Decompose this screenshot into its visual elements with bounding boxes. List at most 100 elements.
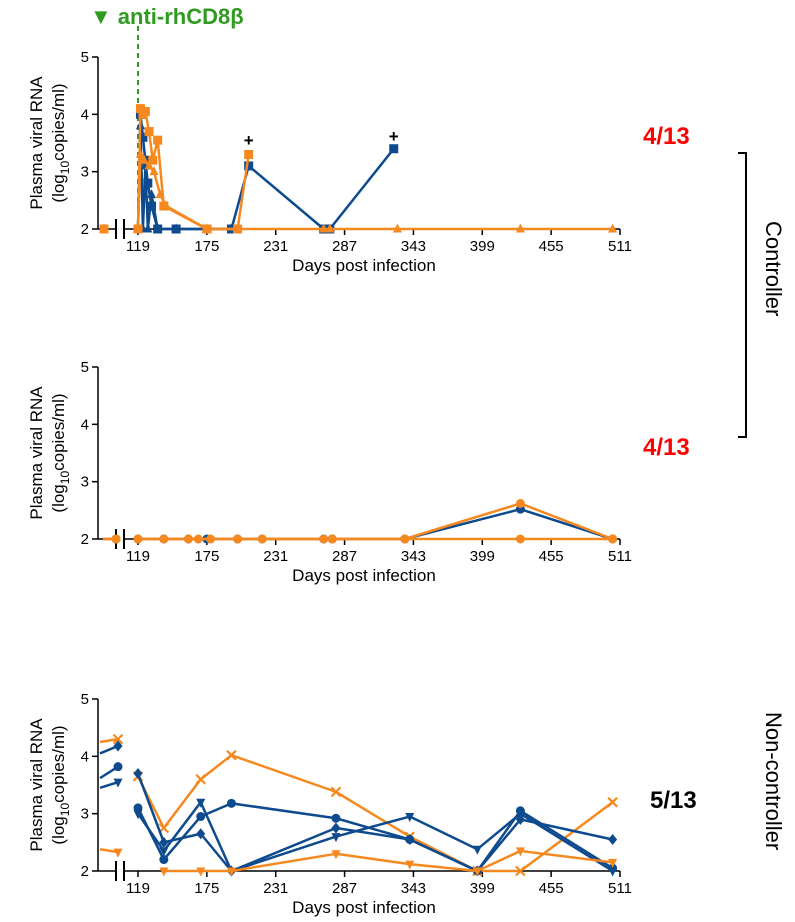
y-axis-label: Plasma viral RNA xyxy=(27,718,46,852)
y-tick-label: 2 xyxy=(81,221,89,238)
data-point xyxy=(226,749,237,761)
data-point xyxy=(99,223,109,233)
data-point xyxy=(226,867,236,877)
controller-ratio-1: 4/13 xyxy=(643,123,690,150)
data-point xyxy=(331,813,341,823)
data-point xyxy=(113,848,123,858)
data-point xyxy=(196,828,206,840)
data-point xyxy=(515,534,525,544)
data-point xyxy=(144,160,154,170)
y-axis-units: (log10copies/ml) xyxy=(49,83,72,202)
data-point xyxy=(196,867,206,877)
y-tick-label: 4 xyxy=(81,748,89,765)
controller-group-label: Controller xyxy=(761,221,786,317)
data-point xyxy=(608,833,618,845)
noncontroller-group-label: Non-controller xyxy=(761,712,786,851)
data-point xyxy=(608,534,618,544)
chart-panel-2: 2 3 4 5 119 175 231 287 343 399 455 511 Days post in… xyxy=(27,359,632,585)
chart-panel-3: 2 3 4 5 119 175 231 287 343 399 455 511 Days post in… xyxy=(27,691,632,917)
series-4 xyxy=(99,778,618,877)
series-3 xyxy=(99,762,618,876)
x-tick-label: 175 xyxy=(194,238,219,255)
data-point xyxy=(159,847,169,857)
data-point xyxy=(405,860,415,870)
x-tick-label: 287 xyxy=(332,238,357,255)
series-4 xyxy=(99,148,618,233)
y-axis-label: Plasma viral RNA xyxy=(27,386,46,520)
data-point xyxy=(155,189,165,199)
data-point xyxy=(515,223,525,233)
controller-ratio-2: 4/13 xyxy=(643,434,690,461)
x-axis-label: Days post infection xyxy=(292,566,436,585)
x-tick-label: 119 xyxy=(126,548,150,565)
data-point xyxy=(139,154,149,164)
series-3 xyxy=(99,104,254,234)
data-point xyxy=(233,223,243,233)
data-point xyxy=(515,498,525,508)
series-line-pre xyxy=(99,737,119,744)
data-point xyxy=(133,223,143,233)
data-point xyxy=(331,822,341,834)
series-2 xyxy=(103,498,618,544)
data-point xyxy=(159,836,169,848)
series-line-pre xyxy=(99,780,119,790)
series-line xyxy=(136,124,232,231)
noncontroller-ratio: 5/13 xyxy=(650,787,697,814)
series-line-pre xyxy=(99,847,119,854)
x-tick-label: 119 xyxy=(126,238,150,255)
data-point xyxy=(325,223,335,233)
data-point xyxy=(331,850,341,860)
data-point xyxy=(472,845,482,855)
y-axis-units: (log10copies/ml) xyxy=(49,393,72,512)
data-point xyxy=(515,810,525,820)
x-tick-label: 175 xyxy=(194,880,219,897)
treatment-header: ▼ anti-rhCD8β xyxy=(90,4,244,30)
data-point xyxy=(389,144,399,154)
data-point xyxy=(113,740,123,752)
triangle-down-icon: ▼ xyxy=(90,4,112,29)
data-point xyxy=(159,867,169,877)
x-tick-label: 175 xyxy=(194,548,219,565)
data-point xyxy=(608,867,618,877)
data-point xyxy=(405,834,415,844)
treatment-label: anti-rhCD8β xyxy=(117,4,244,29)
data-point xyxy=(515,865,526,877)
x-tick-label: 399 xyxy=(470,548,495,565)
data-point xyxy=(149,166,159,176)
x-tick-label: 287 xyxy=(332,880,357,897)
data-point xyxy=(233,534,243,544)
y-tick-label: 5 xyxy=(81,691,89,708)
series-line xyxy=(138,507,614,541)
x-tick-label: 399 xyxy=(470,238,495,255)
data-point xyxy=(608,223,618,233)
data-point xyxy=(472,867,482,877)
data-point xyxy=(319,223,329,233)
y-tick-label: 2 xyxy=(81,531,89,548)
x-tick-label: 231 xyxy=(263,238,288,255)
data-point xyxy=(400,534,410,544)
series-line xyxy=(138,502,614,541)
x-tick-label: 343 xyxy=(401,548,426,565)
annotation-plus: + xyxy=(244,131,254,150)
y-tick-label: 3 xyxy=(81,806,89,823)
series-2 xyxy=(99,120,236,233)
x-axis-label: Days post infection xyxy=(292,256,436,275)
data-point xyxy=(153,135,163,145)
data-point xyxy=(226,798,236,808)
data-point xyxy=(171,223,181,233)
data-point xyxy=(195,773,206,785)
data-point xyxy=(143,223,153,233)
y-tick-label: 4 xyxy=(81,416,89,433)
x-tick-label: 511 xyxy=(608,238,632,255)
x-tick-label: 231 xyxy=(263,548,288,565)
x-tick-label: 343 xyxy=(401,238,426,255)
data-point xyxy=(161,200,171,210)
data-point xyxy=(202,223,212,233)
data-point xyxy=(113,778,123,788)
data-point xyxy=(608,858,618,868)
data-point xyxy=(196,812,206,822)
series-2 xyxy=(99,740,618,877)
data-point xyxy=(607,796,618,808)
data-point xyxy=(405,813,415,823)
